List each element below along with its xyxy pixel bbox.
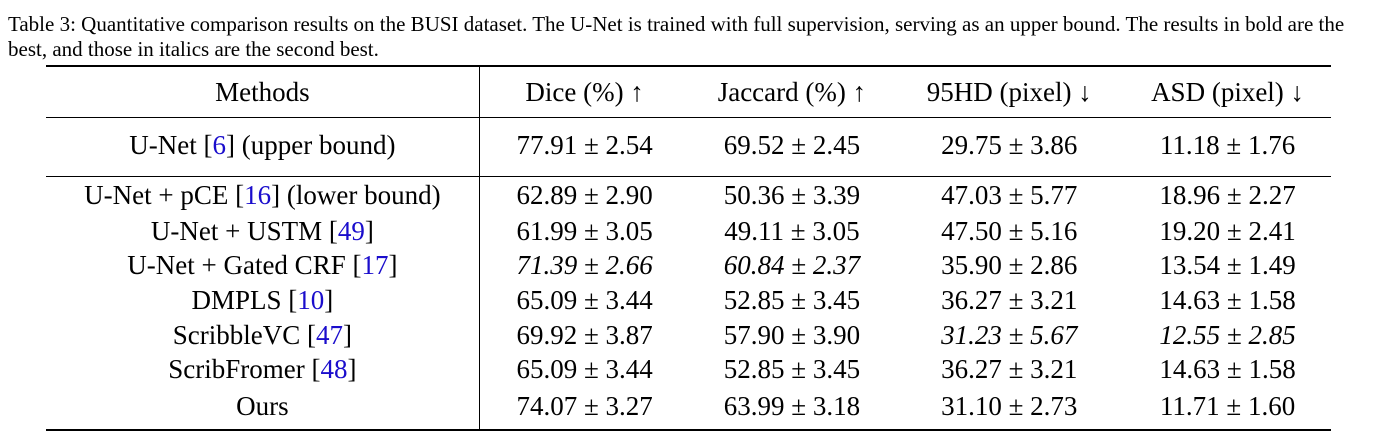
- method-name: ScribbleVC [: [172, 319, 316, 350]
- method-name-suffix: ] (upper bound): [226, 129, 396, 160]
- hd95-cell: 36.27 ± 3.21: [941, 354, 1078, 385]
- header-asd: ASD (pixel) ↓: [1124, 65, 1331, 118]
- spacer-row: [46, 117, 1331, 124]
- method-cell: DMPLS [10]: [46, 283, 480, 318]
- method-name-suffix: ]: [342, 319, 352, 350]
- table-row: DMPLS [10] 65.09 ± 3.44 52.85 ± 3.45 36.…: [46, 283, 1331, 318]
- method-cell: U-Net + pCE [16] (lower bound): [46, 176, 480, 214]
- table-header-row: Methods Dice (%) ↑ Jaccard (%) ↑ 95HD (p…: [46, 65, 1331, 118]
- method-cell: U-Net + Gated CRF [17]: [46, 248, 480, 284]
- method-name: ScribFromer [: [168, 354, 321, 385]
- results-table: Methods Dice (%) ↑ Jaccard (%) ↑ 95HD (p…: [46, 65, 1331, 431]
- spacer-row: [46, 166, 1331, 177]
- asd-cell: 18.96 ± 2.27: [1124, 176, 1331, 214]
- asd-cell: 11.18 ± 1.76: [1159, 129, 1296, 160]
- dice-cell: 65.09 ± 3.44: [516, 354, 653, 385]
- method-name: U-Net + Gated CRF [: [127, 250, 362, 281]
- method-name: U-Net + pCE [: [84, 180, 245, 210]
- dice-cell: 61.99 ± 3.05: [516, 215, 653, 246]
- method-name: U-Net + USTM [: [150, 215, 338, 246]
- citation-link[interactable]: 17: [361, 250, 389, 281]
- hd95-cell: 47.50 ± 5.16: [941, 215, 1078, 246]
- dice-cell: 71.39 ± 2.66: [516, 250, 653, 281]
- header-95hd: 95HD (pixel) ↓: [894, 65, 1125, 118]
- hd95-cell: 47.03 ± 5.77: [894, 176, 1125, 214]
- method-cell: ScribbleVC [47]: [46, 317, 480, 353]
- dice-cell: 74.07 ± 3.27: [479, 386, 690, 431]
- jaccard-cell: 49.11 ± 3.05: [724, 215, 860, 246]
- asd-cell: 19.20 ± 2.41: [1159, 215, 1296, 246]
- method-cell: U-Net + USTM [49]: [46, 214, 480, 249]
- table-row: U-Net + USTM [49] 61.99 ± 3.05 49.11 ± 3…: [46, 214, 1331, 249]
- method-name-suffix: ]: [347, 354, 357, 385]
- method-name: DMPLS [: [191, 284, 298, 315]
- method-name-suffix: ]: [364, 215, 374, 246]
- table-row: U-Net + pCE [16] (lower bound) 62.89 ± 2…: [46, 176, 1331, 214]
- asd-cell: 13.54 ± 1.49: [1159, 250, 1296, 281]
- jaccard-cell: 69.52 ± 2.45: [723, 129, 861, 160]
- table-row-upper-bound: U-Net [6] (upper bound) 77.91 ± 2.54 69.…: [46, 124, 1331, 166]
- jaccard-cell: 60.84 ± 2.37: [723, 250, 861, 281]
- header-dice: Dice (%) ↑: [479, 65, 690, 118]
- dice-cell: 62.89 ± 2.90: [479, 176, 690, 214]
- citation-link[interactable]: 48: [320, 354, 348, 385]
- table-row-ours: Ours 74.07 ± 3.27 63.99 ± 3.18 31.10 ± 2…: [46, 386, 1331, 431]
- table-caption: Table 3: Quantitative comparison results…: [8, 12, 1345, 61]
- hd95-cell: 31.23 ± 5.67: [941, 319, 1078, 350]
- table-row: ScribFromer [48] 65.09 ± 3.44 52.85 ± 3.…: [46, 352, 1331, 387]
- header-methods: Methods: [46, 65, 480, 118]
- hd95-cell: 29.75 ± 3.86: [941, 129, 1078, 160]
- asd-cell: 11.71 ± 1.60: [1124, 386, 1331, 431]
- jaccard-cell: 50.36 ± 3.39: [689, 176, 895, 214]
- dice-cell: 65.09 ± 3.44: [516, 284, 653, 315]
- jaccard-cell: 57.90 ± 3.90: [723, 319, 861, 350]
- jaccard-cell: 63.99 ± 3.18: [689, 386, 895, 431]
- method-name-suffix: ]: [388, 250, 398, 281]
- dice-cell: 69.92 ± 3.87: [516, 319, 653, 350]
- citation-link[interactable]: 49: [337, 215, 365, 246]
- method-cell: U-Net [6] (upper bound): [46, 124, 480, 166]
- asd-cell: 12.55 ± 2.85: [1159, 319, 1296, 350]
- hd95-cell: 31.10 ± 2.73: [894, 386, 1125, 431]
- table-row: U-Net + Gated CRF [17] 71.39 ± 2.66 60.8…: [46, 248, 1331, 284]
- table-row: ScribbleVC [47] 69.92 ± 3.87 57.90 ± 3.9…: [46, 317, 1331, 353]
- citation-link[interactable]: 16: [244, 180, 272, 210]
- jaccard-cell: 52.85 ± 3.45: [723, 354, 861, 385]
- asd-cell: 14.63 ± 1.58: [1159, 284, 1296, 315]
- hd95-cell: 35.90 ± 2.86: [941, 250, 1078, 281]
- asd-cell: 14.63 ± 1.58: [1159, 354, 1296, 385]
- method-name: Ours: [46, 386, 480, 431]
- method-name-suffix: ] (lower bound): [271, 180, 441, 210]
- header-jaccard: Jaccard (%) ↑: [689, 65, 895, 118]
- method-name: U-Net [: [129, 129, 213, 160]
- citation-link[interactable]: 47: [315, 319, 343, 350]
- dice-cell: 77.91 ± 2.54: [516, 129, 653, 160]
- jaccard-cell: 52.85 ± 3.45: [723, 284, 861, 315]
- hd95-cell: 36.27 ± 3.21: [941, 284, 1078, 315]
- citation-link[interactable]: 6: [212, 129, 227, 160]
- method-cell: ScribFromer [48]: [46, 352, 480, 387]
- citation-link[interactable]: 10: [297, 284, 325, 315]
- method-name-suffix: ]: [324, 284, 334, 315]
